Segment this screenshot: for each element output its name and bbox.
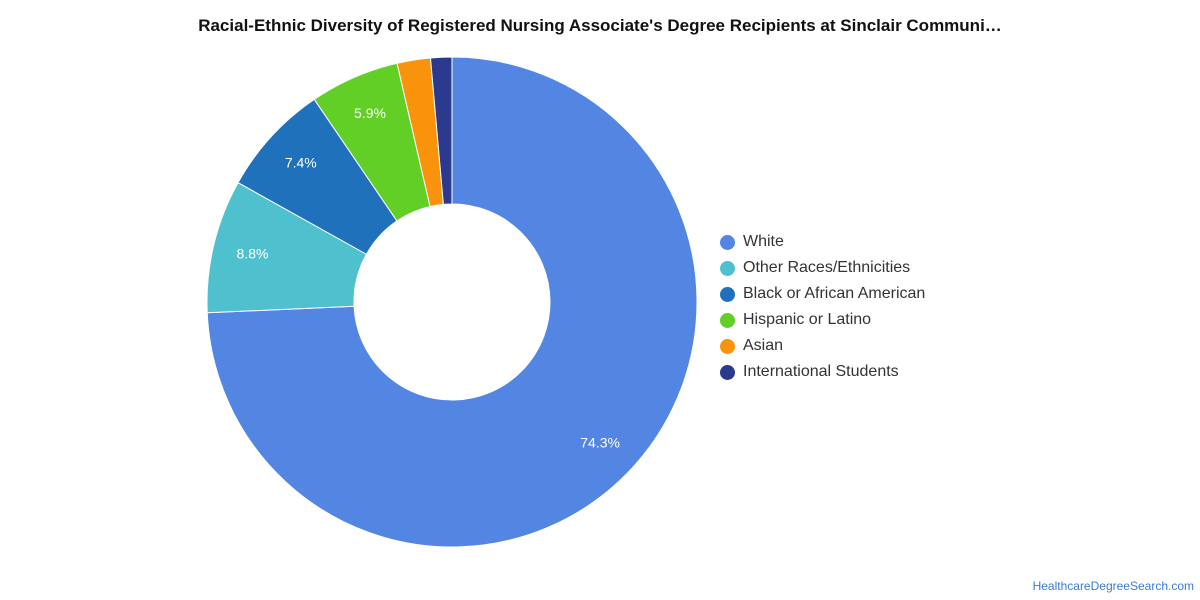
- legend-marker-icon: [720, 260, 735, 276]
- slice-international-students[interactable]: [429, 56, 453, 205]
- legend-label: Asian: [743, 337, 784, 354]
- legend-label: White: [743, 233, 784, 250]
- slice-labels-group: 74.3% 8.8% 7.4% 5.9%: [237, 105, 620, 451]
- slices-group: [206, 56, 698, 548]
- slice-label-white: 74.3%: [580, 434, 620, 450]
- slice-label-black-or-african-american: 7.4%: [285, 154, 317, 170]
- legend-marker-icon: [720, 286, 735, 302]
- legend-item-asian[interactable]: Asian: [720, 333, 925, 359]
- legend-marker-icon: [720, 312, 735, 328]
- slice-label-other-races-ethnicities: 8.8%: [237, 245, 269, 261]
- slice-white[interactable]: [206, 56, 698, 548]
- legend-item-hispanic-or-latino[interactable]: Hispanic or Latino: [720, 307, 925, 333]
- legend-item-other-races-ethnicities[interactable]: Other Races/Ethnicities: [720, 255, 925, 281]
- chart-title: Racial-Ethnic Diversity of Registered Nu…: [198, 16, 1002, 35]
- legend-label: Hispanic or Latino: [743, 311, 872, 328]
- legend: White Other Races/Ethnicities Black or Afr…: [720, 229, 925, 385]
- legend-marker-icon: [720, 364, 735, 380]
- legend-item-international-students[interactable]: International Students: [720, 359, 925, 385]
- credit-link[interactable]: HealthcareDegreeSearch.com: [1032, 579, 1194, 593]
- legend-label: International Students: [743, 363, 899, 380]
- legend-item-white[interactable]: White: [720, 229, 925, 255]
- legend-marker-icon: [720, 338, 735, 354]
- legend-item-black-or-african-american[interactable]: Black or African American: [720, 281, 925, 307]
- legend-label: Black or African American: [743, 285, 926, 302]
- legend-marker-icon: [720, 234, 735, 250]
- slice-label-hispanic-or-latino: 5.9%: [354, 105, 386, 121]
- legend-label: Other Races/Ethnicities: [743, 259, 911, 276]
